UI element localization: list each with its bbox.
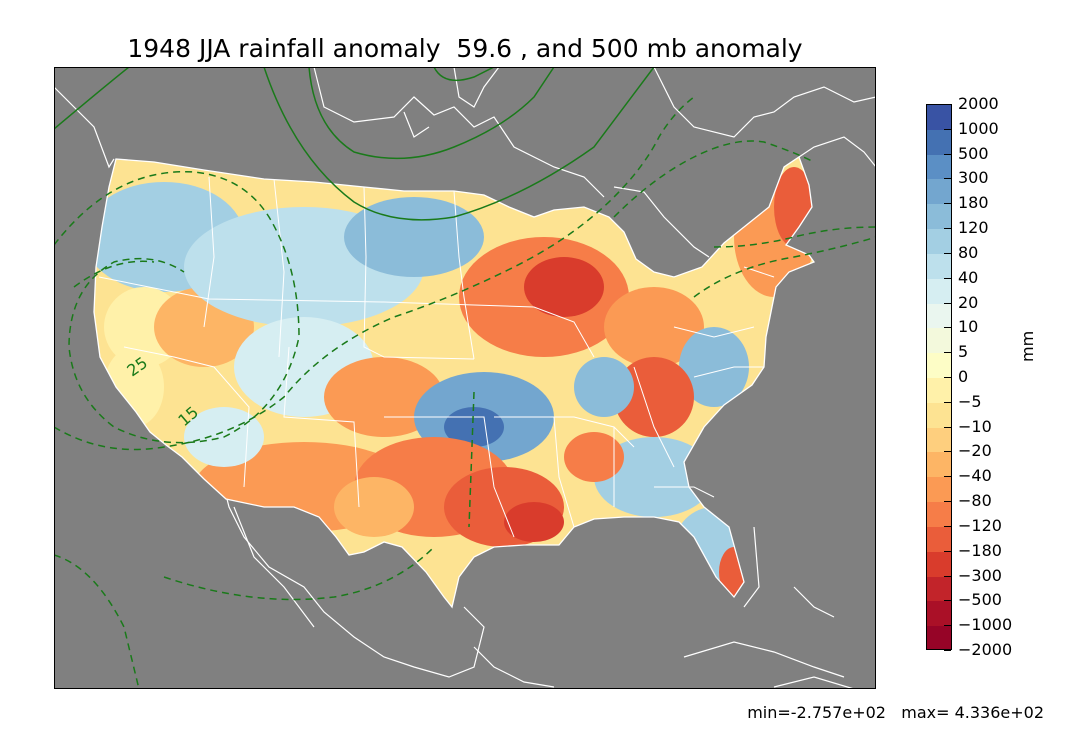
colorbar-tick [944, 352, 951, 354]
colorbar-tick [944, 600, 951, 602]
colorbar-band [927, 626, 951, 649]
colorbar-band [927, 402, 951, 429]
colorbar-band [927, 427, 951, 454]
colorbar-tick-label: 10 [958, 317, 979, 337]
colorbar-tick-label: −500 [958, 590, 1002, 610]
colorbar [926, 104, 952, 650]
colorbar-band [927, 353, 951, 379]
colorbar-tick-label: −120 [958, 515, 1002, 535]
colorbar-tick-label: 2000 [958, 94, 999, 113]
colorbar-band [927, 452, 951, 478]
colorbar-tick-label: −10 [958, 416, 992, 436]
map-border [54, 67, 876, 689]
neighbor-coastlines [54, 67, 876, 689]
colorbar-tick-label: −300 [958, 565, 1002, 585]
colorbar-tick-label: −2000 [958, 640, 1013, 659]
colorbar-tick [944, 104, 951, 105]
colorbar-tick-label: 300 [958, 168, 989, 188]
colorbar-tick-label: 0 [958, 367, 969, 386]
colorbar-band [927, 105, 951, 131]
colorbar-tick [944, 476, 951, 478]
colorbar-band [927, 328, 951, 354]
colorbar-tick [944, 401, 951, 403]
colorbar-band [927, 229, 951, 255]
colorbar-band [927, 378, 951, 404]
colorbar-tick [944, 302, 951, 304]
colorbar-tick [944, 525, 951, 527]
colorbar-tick [944, 451, 951, 453]
colorbar-unit-label: mm [1018, 330, 1037, 362]
colorbar-tick [944, 327, 951, 329]
colorbar-band [927, 303, 951, 329]
height-anomaly-contours [54, 67, 876, 689]
colorbar-tick [944, 377, 951, 378]
colorbar-tick-label: 40 [958, 267, 979, 287]
colorbar-tick [944, 625, 951, 627]
colorbar-tick [944, 228, 951, 230]
colorbar-band [927, 204, 951, 230]
colorbar-tick-label: 500 [958, 143, 989, 163]
colorbar-band [927, 551, 951, 578]
colorbar-tick-label: −40 [958, 466, 992, 486]
colorbar-tick-label: 1000 [958, 118, 999, 138]
chart-title: 1948 JJA rainfall anomaly 59.6 , and 500… [127, 34, 803, 63]
colorbar-tick-label: −1000 [958, 615, 1013, 635]
colorbar-tick [944, 501, 951, 503]
colorbar-tick-label: −80 [958, 491, 992, 511]
colorbar-tick-label: 120 [958, 218, 989, 238]
min-max-readout: min=-2.757e+02 max= 4.336e+02 [747, 703, 1044, 722]
min-value: min=-2.757e+02 [747, 703, 886, 722]
colorbar-band [927, 601, 951, 627]
colorbar-tick-label: −20 [958, 441, 992, 461]
colorbar-band [927, 129, 951, 156]
colorbar-tick-label: −180 [958, 540, 1002, 560]
colorbar-tick-label: 180 [958, 193, 989, 213]
colorbar-tick [944, 575, 951, 577]
colorbar-band [927, 477, 951, 503]
colorbar-band [927, 502, 951, 528]
colorbar-tick-label: −5 [958, 391, 982, 411]
colorbar-tick [944, 203, 951, 205]
colorbar-tick-label: 20 [958, 292, 979, 312]
colorbar-band [927, 253, 951, 280]
colorbar-tick [944, 178, 951, 180]
map-panel: 25 15 [54, 67, 876, 689]
colorbar-tick [944, 426, 951, 428]
colorbar-band [927, 179, 951, 205]
colorbar-tick [944, 650, 951, 651]
colorbar-band [927, 526, 951, 553]
colorbar-band [927, 576, 951, 602]
colorbar-band [927, 154, 951, 181]
colorbar-tick [944, 252, 951, 254]
map-svg: 25 15 [54, 67, 876, 689]
colorbar-tick [944, 128, 951, 130]
colorbar-tick [944, 153, 951, 155]
colorbar-tick-label: 80 [958, 242, 979, 262]
colorbar-band [927, 278, 951, 305]
colorbar-tick [944, 550, 951, 552]
colorbar-tick [944, 277, 951, 279]
colorbar-tick-label: 5 [958, 342, 969, 362]
max-value: max= 4.336e+02 [901, 703, 1044, 722]
state-boundaries [93, 156, 815, 608]
